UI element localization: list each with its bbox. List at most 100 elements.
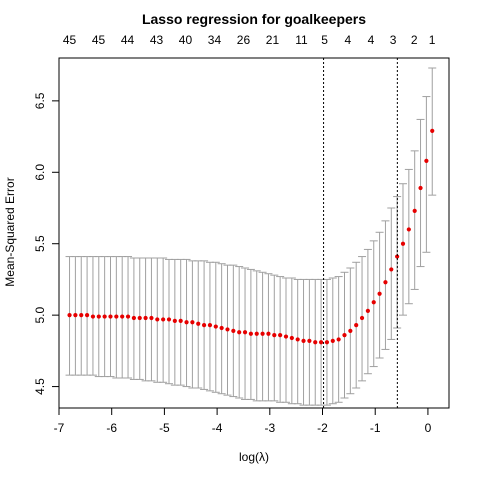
mse-point [371, 300, 376, 305]
top-axis-label: 21 [266, 33, 280, 47]
top-axis-label: 45 [92, 33, 106, 47]
mse-point [120, 314, 125, 319]
mse-point [242, 330, 248, 335]
mse-point [348, 328, 353, 333]
top-axis-label: 43 [150, 33, 164, 47]
mse-point [406, 227, 411, 232]
top-axis-label: 1 [429, 33, 436, 47]
top-axis-label: 4 [368, 33, 375, 47]
mse-point [313, 340, 318, 345]
x-axis: -7 -6 -5 -4 -3 -2 -1 0 [54, 407, 432, 435]
mse-point [383, 280, 388, 285]
mse-point [219, 325, 224, 331]
mse-point [213, 324, 218, 329]
mse-point [295, 337, 300, 342]
mse-point [365, 308, 370, 313]
mse-point [336, 337, 341, 342]
mse-point [184, 320, 189, 325]
mse-point [84, 313, 90, 318]
top-axis: 45 45 44 43 40 34 26 21 11 5 4 4 3 2 1 [63, 33, 436, 47]
top-axis-label: 45 [63, 33, 77, 47]
chart-title: Lasso regression for goalkeepers [142, 11, 366, 27]
mse-point [412, 208, 417, 213]
mse-point [389, 267, 394, 272]
mse-point [67, 313, 72, 318]
mse-point [330, 338, 335, 343]
mse-point [324, 340, 330, 345]
x-axis-label: log(λ) [239, 450, 269, 464]
mse-point [161, 317, 166, 322]
mse-point [73, 313, 78, 318]
mse-point [137, 315, 142, 321]
mse-point [225, 327, 230, 332]
mse-point [149, 315, 154, 321]
mse-point [430, 128, 435, 133]
mse-point [377, 291, 382, 296]
mse-point [342, 333, 347, 338]
mse-point [231, 328, 236, 333]
y-tick-label: 6.5 [33, 92, 47, 109]
y-tick-label: 5.5 [33, 235, 47, 252]
mse-point [283, 334, 289, 339]
x-tick-label: -7 [54, 421, 65, 435]
top-axis-label: 11 [295, 33, 308, 47]
mse-point [359, 315, 365, 321]
mse-point [96, 314, 101, 319]
top-axis-label: 3 [390, 33, 397, 47]
error-bar [398, 183, 407, 316]
top-axis-label: 34 [208, 33, 222, 47]
mse-point [418, 185, 423, 191]
top-axis-label: 5 [321, 33, 328, 47]
mse-point [196, 321, 201, 326]
y-tick-label: 4.5 [33, 378, 47, 395]
x-tick-label: -4 [212, 421, 223, 435]
x-tick-label: -6 [106, 421, 117, 435]
mse-point [125, 314, 131, 319]
mse-point [172, 318, 177, 323]
mse-point [108, 314, 113, 319]
mse-points [67, 128, 435, 345]
error-bar [381, 220, 390, 350]
top-axis-label: 2 [411, 33, 418, 47]
error-bar [410, 150, 419, 290]
mse-point [289, 335, 294, 341]
mse-point [114, 314, 119, 319]
mse-point [178, 318, 183, 323]
x-tick-label: -3 [264, 421, 275, 435]
error-bar [416, 118, 425, 268]
y-axis-label: Mean-Squared Error [3, 177, 17, 286]
mse-point [90, 314, 96, 319]
mse-point [354, 323, 359, 328]
error-bar [422, 96, 431, 253]
mse-point [307, 338, 312, 343]
mse-point [266, 331, 271, 336]
mse-point [207, 323, 213, 328]
error-bar [270, 274, 279, 402]
mse-point [278, 333, 283, 338]
mse-point [237, 330, 242, 335]
mse-point [318, 340, 324, 345]
y-axis: 4.5 5.0 5.5 6.0 6.5 [33, 92, 60, 395]
mse-point [102, 314, 107, 319]
mse-point [201, 323, 207, 328]
top-axis-label: 26 [237, 33, 251, 47]
error-bar [387, 207, 396, 340]
x-tick-label: -1 [370, 421, 381, 435]
mse-point [166, 317, 172, 322]
error-bar [404, 168, 413, 305]
mse-point [248, 331, 253, 336]
mse-point [190, 320, 195, 325]
mse-point [143, 315, 148, 321]
y-tick-label: 6.0 [33, 164, 47, 181]
mse-point [254, 331, 259, 336]
mse-point [272, 333, 277, 338]
mse-point [424, 158, 429, 163]
top-axis-label: 44 [121, 33, 135, 47]
mse-point [79, 313, 84, 318]
top-axis-label: 40 [179, 33, 193, 47]
mse-point [260, 331, 265, 336]
top-axis-label: 4 [344, 33, 351, 47]
y-tick-label: 5.0 [33, 306, 47, 323]
